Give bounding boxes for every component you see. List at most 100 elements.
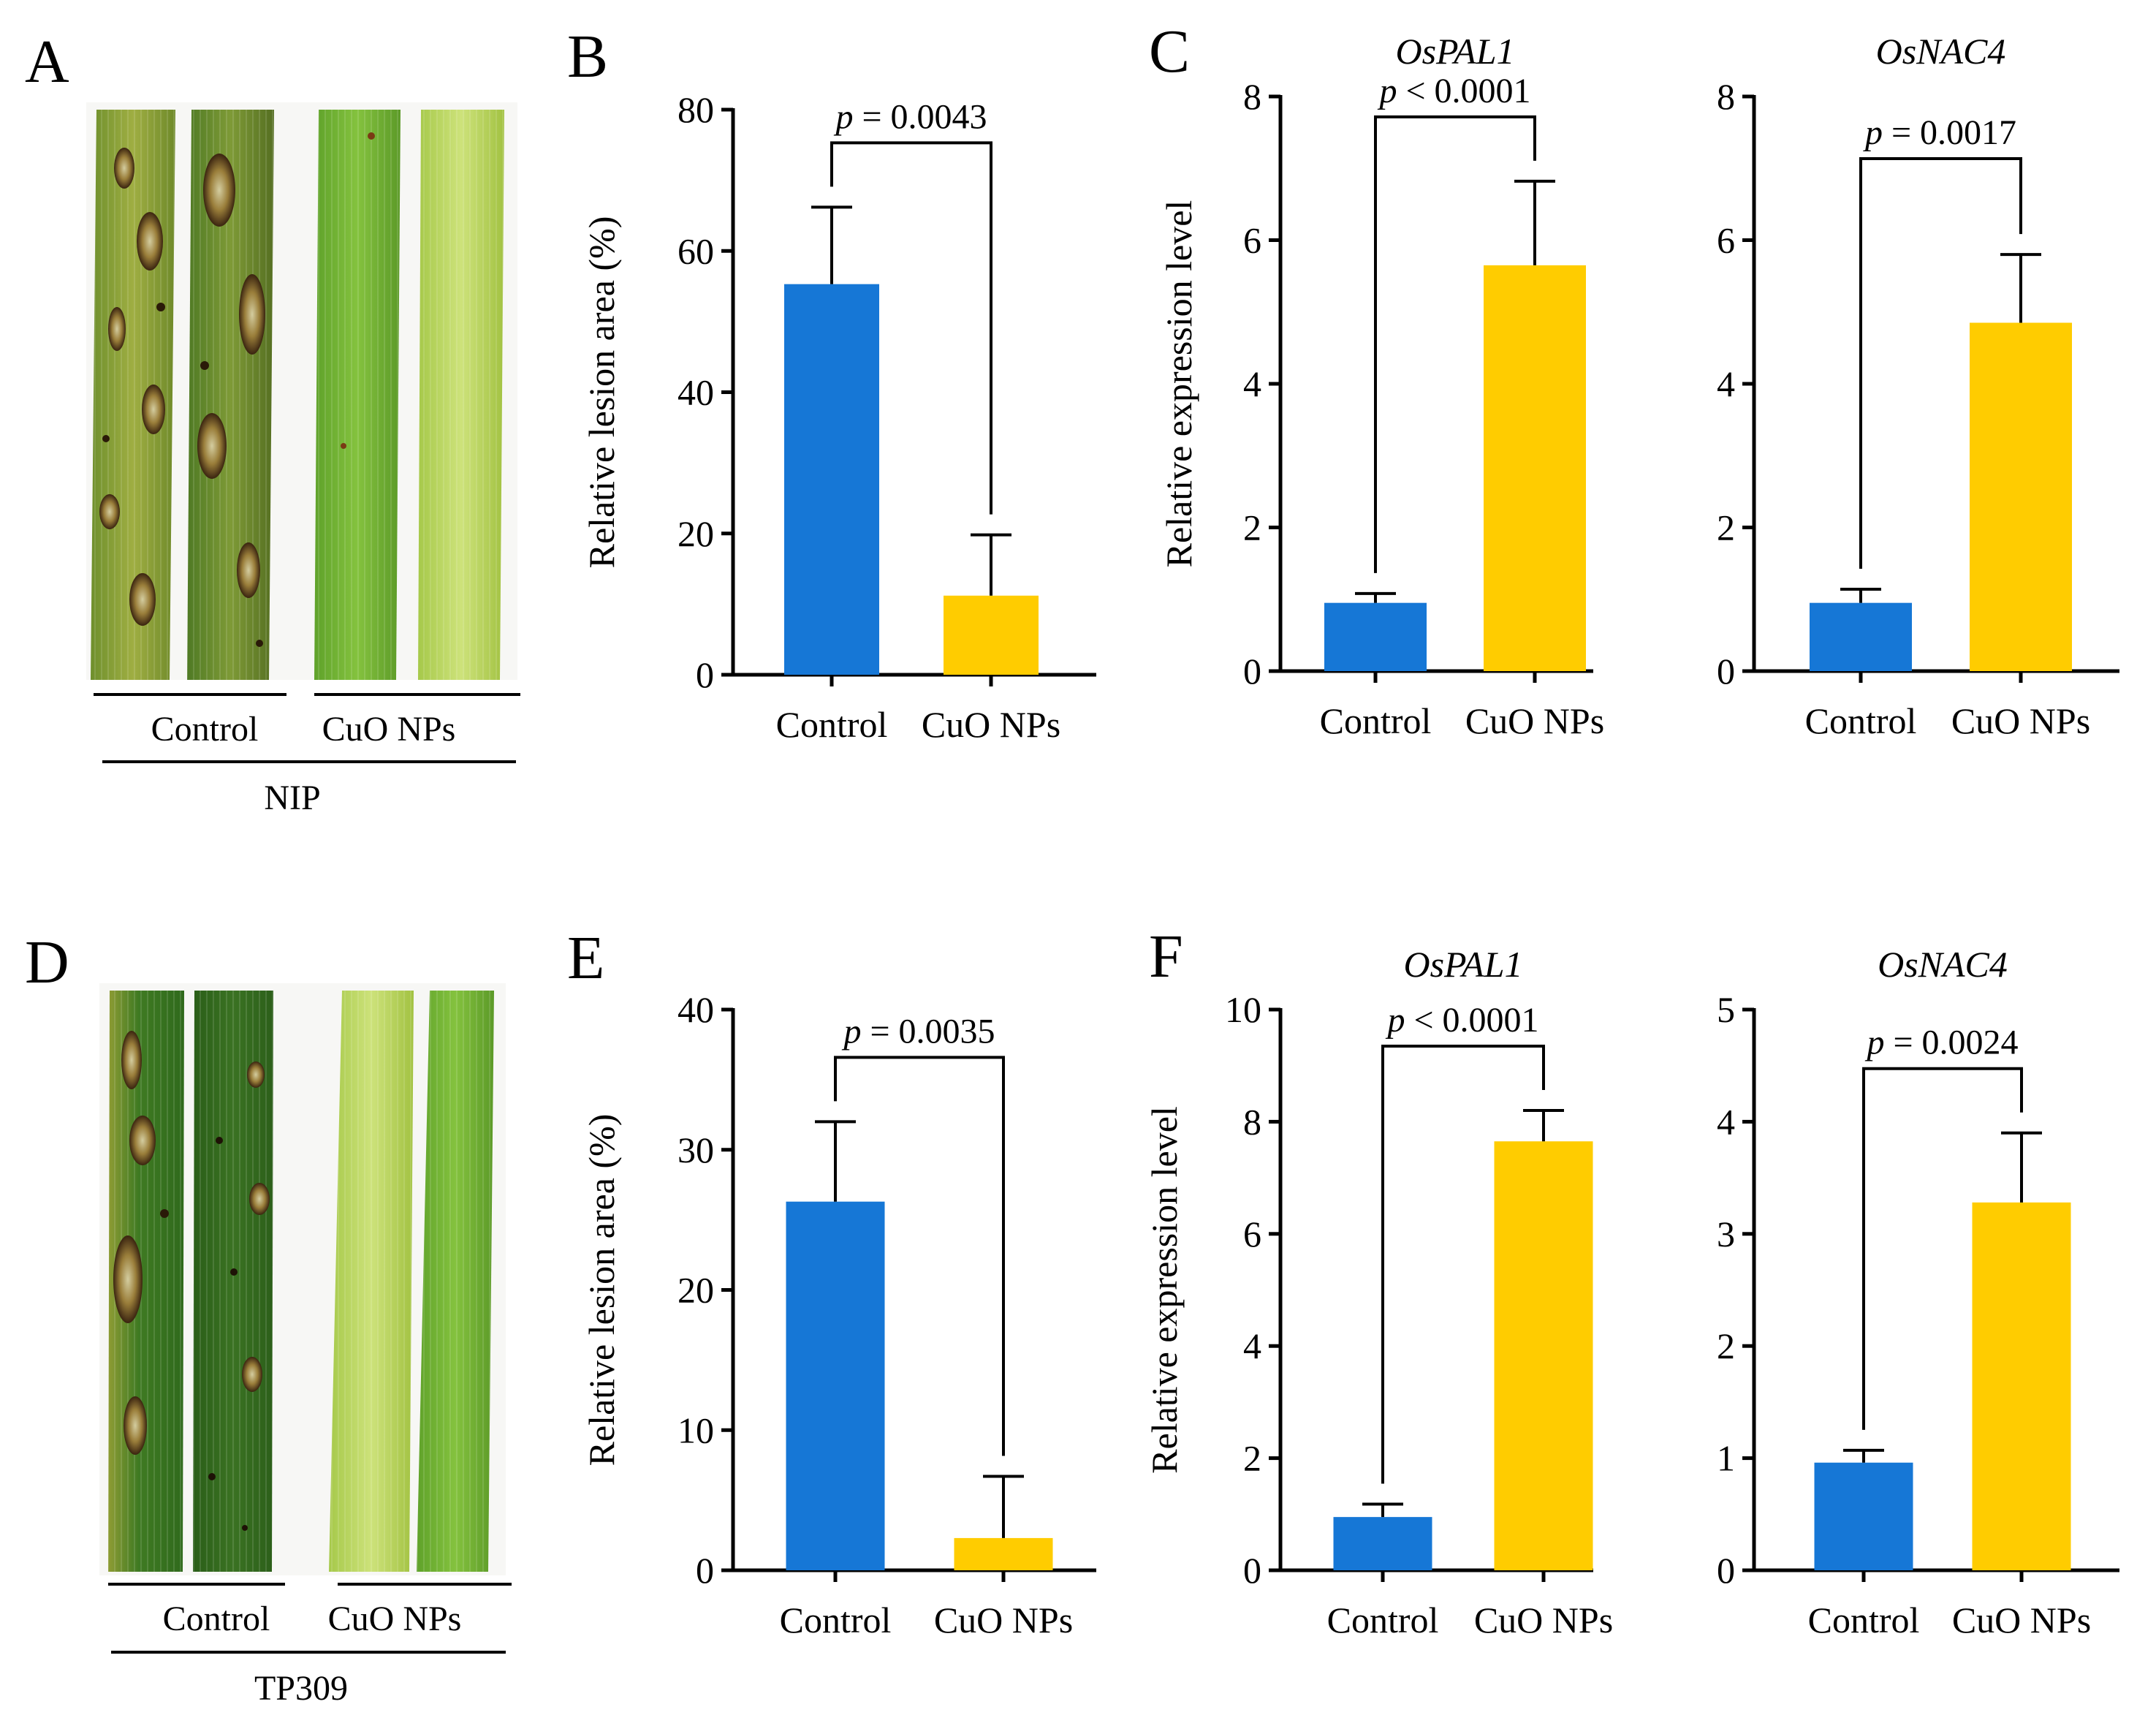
label-cuo-A: CuO NPs xyxy=(322,710,456,749)
bar-control xyxy=(786,1201,885,1570)
gene-title: OsNAC4 xyxy=(1878,944,2008,985)
y-axis-title: Relative lesion area (%) xyxy=(581,216,622,569)
chart-C1: C Relative expression level OsPAL1 0 2 4 6 8 Con… xyxy=(1149,18,1604,741)
p-symbol: p xyxy=(841,1012,861,1051)
panel-letter-E: E xyxy=(567,924,604,992)
y-tick-label: 4 xyxy=(1717,1101,1735,1142)
bar-cuo-nps xyxy=(944,595,1039,675)
p-symbol: p xyxy=(1864,1023,1884,1062)
x-tick-label: CuO NPs xyxy=(1952,1600,2091,1640)
x-tick-label: Control xyxy=(1327,1600,1439,1640)
leaf-A-control-2 xyxy=(187,110,274,680)
p-value: = 0.0043 xyxy=(853,97,987,136)
leaf-D-cuo-1 xyxy=(329,991,414,1572)
gene-title: OsPAL1 xyxy=(1403,944,1522,985)
cultivar-label-D: TP309 xyxy=(254,1669,348,1708)
x-tick-label: Control xyxy=(1320,700,1432,741)
p-symbol: p xyxy=(1863,113,1883,152)
significance-bracket xyxy=(1381,1045,1545,1484)
y-tick-label: 0 xyxy=(1717,651,1735,692)
p-value-label: p < 0.0001 xyxy=(1377,72,1530,110)
panel-D: D xyxy=(25,928,512,1708)
bar-control xyxy=(1333,1517,1432,1570)
label-control-D: Control xyxy=(163,1600,270,1638)
p-value-label: p = 0.0024 xyxy=(1864,1023,2018,1062)
p-symbol: p xyxy=(1385,1001,1405,1040)
leaf-photo-D xyxy=(99,983,506,1575)
leaf-A-cuo-1 xyxy=(314,110,401,680)
y-tick-label: 60 xyxy=(677,230,714,271)
leaf-D-control-1 xyxy=(108,991,184,1572)
y-tick-label: 40 xyxy=(677,372,714,413)
bar-cuo-nps xyxy=(954,1537,1053,1570)
y-tick-label: 2 xyxy=(1717,507,1735,548)
panel-letter-F: F xyxy=(1149,923,1183,991)
chart-F2: OsNAC4 0 1 2 3 4 5 Control CuO NPs p = 0.0024 xyxy=(1717,944,2119,1640)
x-tick-label: Control xyxy=(1805,700,1917,741)
y-tick-label: 0 xyxy=(696,654,714,695)
y-tick-label: 8 xyxy=(1717,76,1735,117)
panel-letter-D: D xyxy=(25,928,69,996)
y-tick-label: 4 xyxy=(1717,363,1735,404)
y-tick-label: 1 xyxy=(1717,1438,1735,1479)
gene-title: OsPAL1 xyxy=(1395,31,1514,72)
label-control-A: Control xyxy=(151,710,259,749)
y-tick-label: 0 xyxy=(1717,1550,1735,1591)
significance-bracket xyxy=(834,1056,1005,1456)
x-tick-label: Control xyxy=(780,1600,892,1640)
label-cuo-D: CuO NPs xyxy=(328,1600,462,1638)
y-tick-label: 8 xyxy=(1243,1101,1261,1142)
leaf-D-control-2 xyxy=(193,991,273,1572)
y-axis-title: Relative expression level xyxy=(1144,1106,1185,1474)
y-tick-label: 0 xyxy=(696,1550,714,1591)
cultivar-label-A: NIP xyxy=(264,779,320,817)
y-tick-label: 30 xyxy=(677,1129,714,1170)
y-tick-label: 8 xyxy=(1243,76,1261,117)
x-tick-label: Control xyxy=(1808,1600,1920,1640)
y-tick-label: 80 xyxy=(677,89,714,130)
p-value: < 0.0001 xyxy=(1397,72,1530,110)
y-tick-label: 3 xyxy=(1717,1214,1735,1254)
chart-E: E Relative lesion area (%) 0 10 20 30 40 Contro… xyxy=(567,924,1096,1640)
bar-cuo-nps xyxy=(1484,265,1586,671)
gene-title: OsNAC4 xyxy=(1876,31,2006,72)
y-tick-label: 6 xyxy=(1243,220,1261,261)
significance-bracket xyxy=(830,141,992,515)
chart-F1: F Relative expression level OsPAL1 0 2 4 6 8 10 C… xyxy=(1144,923,1613,1640)
chart-B: B Relative lesion area (%) 0 20 40 60 80 Contro… xyxy=(567,23,1096,745)
y-tick-label: 20 xyxy=(677,513,714,554)
y-tick-label: 2 xyxy=(1243,507,1261,548)
p-value-label: p = 0.0035 xyxy=(841,1012,995,1051)
bar-control xyxy=(1814,1462,1913,1570)
p-value-label: p = 0.0043 xyxy=(833,97,987,136)
panel-A: A xyxy=(25,28,520,817)
x-tick-label: CuO NPs xyxy=(1474,1600,1613,1640)
significance-bracket xyxy=(1859,157,2022,569)
y-axis-title: Relative lesion area (%) xyxy=(581,1114,622,1466)
panel-letter-B: B xyxy=(567,23,608,91)
bar-cuo-nps xyxy=(1494,1141,1593,1570)
x-tick-label: Control xyxy=(776,704,888,745)
significance-bracket xyxy=(1374,115,1536,573)
y-tick-label: 0 xyxy=(1243,651,1261,692)
y-tick-label: 10 xyxy=(677,1409,714,1450)
panel-letter-A: A xyxy=(25,28,69,96)
y-tick-label: 6 xyxy=(1717,220,1735,261)
y-tick-label: 2 xyxy=(1717,1325,1735,1366)
p-value: < 0.0001 xyxy=(1405,1001,1538,1040)
p-value: = 0.0035 xyxy=(861,1012,995,1051)
p-symbol: p xyxy=(1377,72,1397,110)
y-tick-label: 4 xyxy=(1243,1325,1261,1366)
x-tick-label: CuO NPs xyxy=(922,704,1060,745)
p-value: = 0.0017 xyxy=(1883,113,2016,152)
significance-bracket xyxy=(1862,1067,2023,1430)
y-tick-label: 40 xyxy=(677,989,714,1030)
x-tick-label: CuO NPs xyxy=(934,1600,1073,1640)
p-symbol: p xyxy=(833,97,853,136)
bar-cuo-nps xyxy=(1970,322,2072,671)
leaf-photo-A xyxy=(86,102,517,680)
bar-control xyxy=(1810,602,1912,671)
p-value-label: p = 0.0017 xyxy=(1863,113,2016,152)
